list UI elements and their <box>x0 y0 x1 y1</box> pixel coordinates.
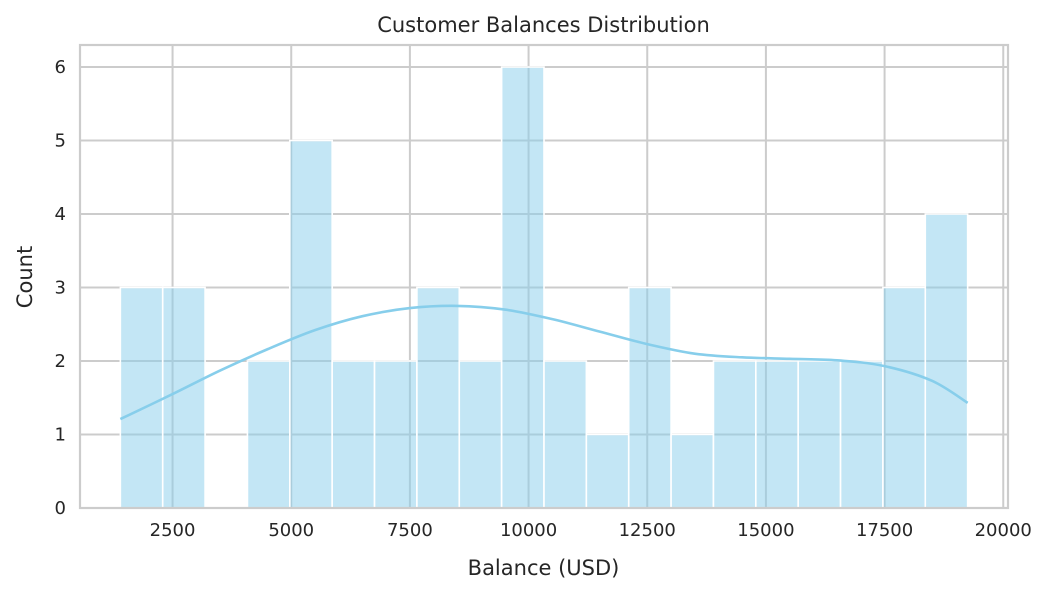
histogram-bar <box>924 213 969 509</box>
histogram-bar <box>543 360 588 509</box>
x-tick-label: 7500 <box>387 520 433 541</box>
x-tick-label: 20000 <box>975 520 1032 541</box>
histogram-bar <box>797 360 842 509</box>
y-tick-label: 0 <box>55 498 66 519</box>
x-axis-label: Balance (USD) <box>468 556 620 580</box>
histogram-bar <box>161 286 206 509</box>
histogram-bar <box>373 360 418 509</box>
x-tick-label: 15000 <box>737 520 794 541</box>
histogram-bar <box>839 360 884 509</box>
histogram-bar <box>882 286 927 509</box>
x-axis-ticks: 2500 5000 7500 10000 12500 15000 17500 20000 <box>150 520 1032 541</box>
histogram-bar <box>458 360 503 509</box>
histogram-bar <box>712 360 757 509</box>
histogram-bar <box>627 286 672 509</box>
histogram-bar <box>119 286 164 509</box>
kde-curve <box>119 304 969 421</box>
y-axis-ticks: 0 1 2 3 4 5 6 <box>55 57 66 519</box>
histogram-bar <box>289 139 333 509</box>
histogram-bar <box>500 66 545 509</box>
x-tick-label: 10000 <box>500 520 557 541</box>
y-tick-label: 3 <box>55 278 66 299</box>
histogram-bar <box>416 286 461 509</box>
y-tick-label: 4 <box>55 204 66 225</box>
chart-title: Customer Balances Distribution <box>377 13 710 37</box>
x-tick-label: 17500 <box>856 520 913 541</box>
histogram-bar <box>331 360 376 509</box>
y-tick-label: 2 <box>55 351 66 372</box>
x-tick-label: 5000 <box>268 520 314 541</box>
x-tick-label: 2500 <box>150 520 196 541</box>
y-axis-label: Count <box>13 246 37 308</box>
y-tick-label: 1 <box>55 425 66 446</box>
histogram-bar <box>246 360 291 509</box>
histogram-bars <box>119 66 969 509</box>
histogram-bar <box>670 433 715 509</box>
y-tick-label: 6 <box>55 57 66 78</box>
histogram-bar <box>755 360 799 509</box>
histogram-bar <box>585 433 630 509</box>
plot-frame <box>78 43 1010 510</box>
x-tick-label: 12500 <box>619 520 676 541</box>
y-tick-label: 5 <box>55 131 66 152</box>
